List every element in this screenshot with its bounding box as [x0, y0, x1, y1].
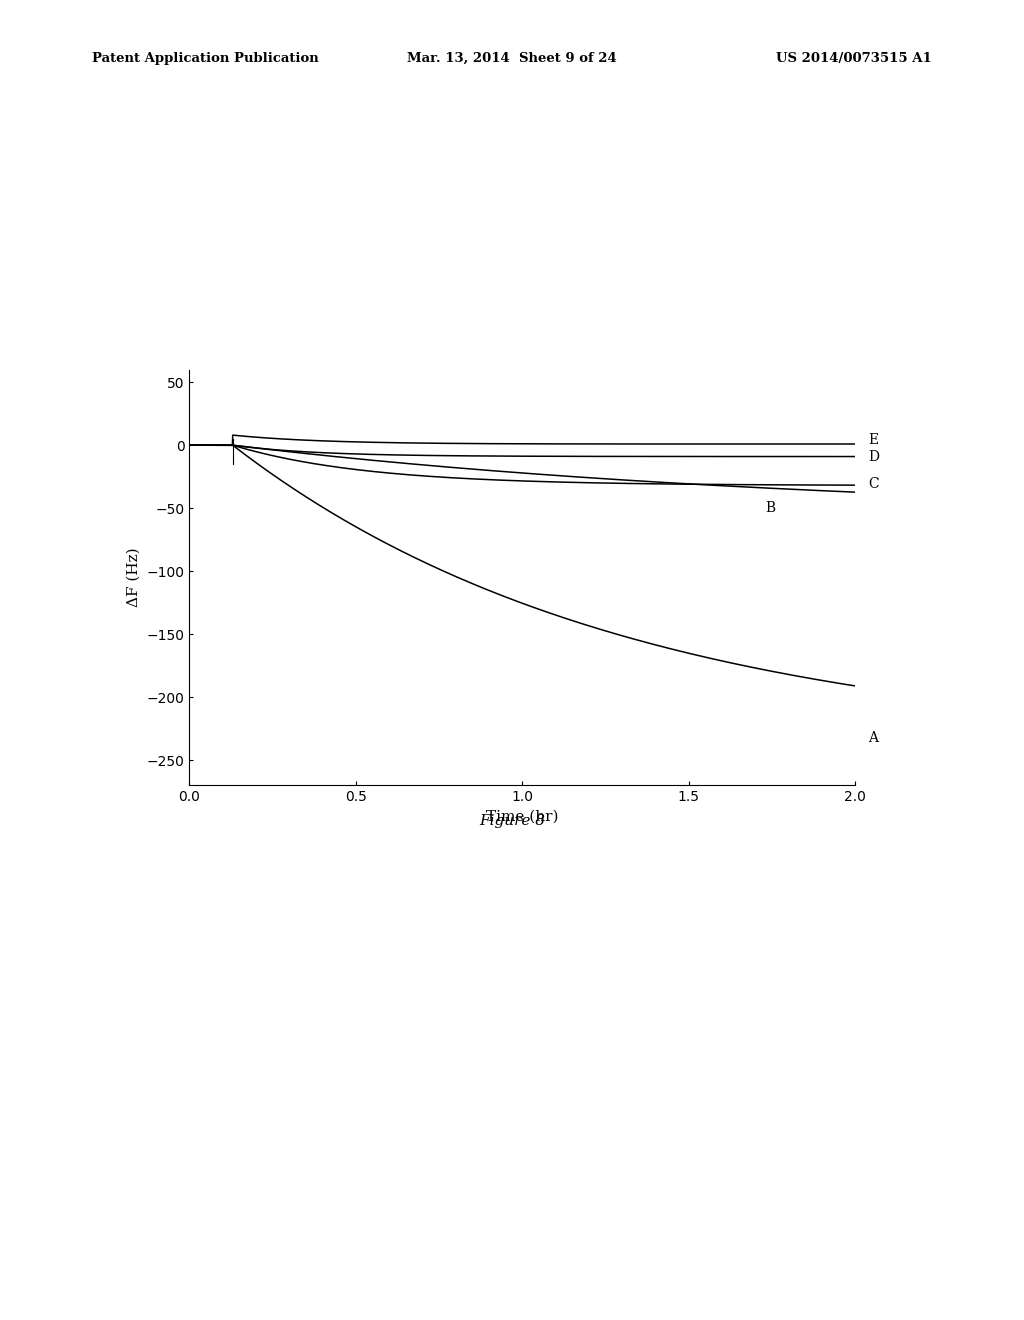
Text: B: B — [765, 502, 775, 515]
Text: A: A — [868, 730, 879, 744]
Text: D: D — [868, 450, 880, 463]
Y-axis label: ΔF (Hz): ΔF (Hz) — [127, 548, 141, 607]
Text: Figure 8: Figure 8 — [479, 814, 545, 828]
Text: US 2014/0073515 A1: US 2014/0073515 A1 — [776, 51, 932, 65]
Text: Mar. 13, 2014  Sheet 9 of 24: Mar. 13, 2014 Sheet 9 of 24 — [408, 51, 616, 65]
Text: E: E — [868, 433, 879, 447]
Text: C: C — [868, 478, 879, 491]
Text: Patent Application Publication: Patent Application Publication — [92, 51, 318, 65]
X-axis label: Time (hr): Time (hr) — [486, 809, 558, 824]
